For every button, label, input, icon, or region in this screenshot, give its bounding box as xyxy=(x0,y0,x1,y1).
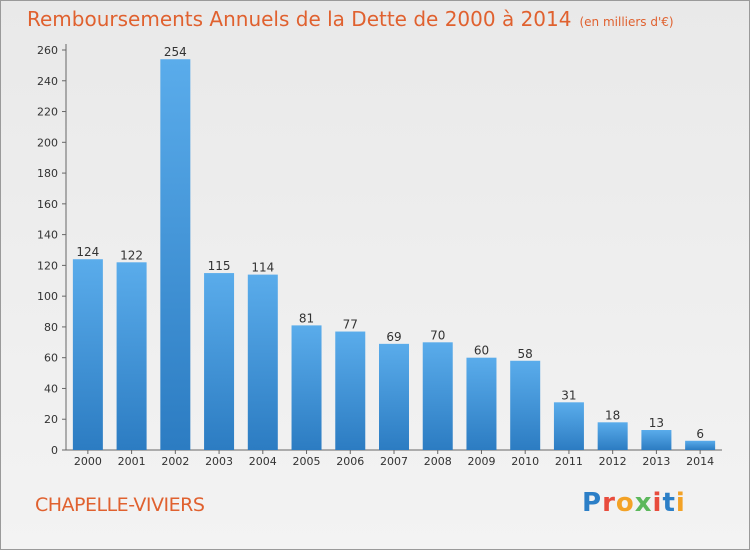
y-tick-label: 140 xyxy=(37,229,58,242)
bar-2010 xyxy=(510,360,541,450)
data-label: 254 xyxy=(164,45,187,59)
x-tick-label: 2006 xyxy=(336,455,364,468)
x-tick-label: 2011 xyxy=(555,455,583,468)
data-label: 77 xyxy=(343,318,358,332)
y-tick-label: 40 xyxy=(44,382,58,395)
x-tick-label: 2009 xyxy=(467,455,495,468)
y-tick-label: 200 xyxy=(37,136,58,149)
data-label: 18 xyxy=(605,408,620,422)
x-tick-label: 2004 xyxy=(249,455,277,468)
x-tick-label: 2014 xyxy=(686,455,714,468)
x-tick-label: 2005 xyxy=(293,455,321,468)
chart-unit: (en milliers d'€) xyxy=(579,15,674,29)
x-tick-label: 2008 xyxy=(424,455,452,468)
chart-title: Remboursements Annuels de la Dette de 20… xyxy=(27,7,674,31)
x-axis: 2000 2001 2002 2003 2004 2005 2006 2007 2008 2009… xyxy=(66,449,722,468)
bar-2005 xyxy=(291,325,322,450)
logo-letter: o xyxy=(615,488,635,518)
y-tick-label: 260 xyxy=(37,44,58,57)
data-label: 114 xyxy=(251,261,274,275)
x-tick-label: 2007 xyxy=(380,455,408,468)
y-tick-label: 160 xyxy=(37,198,58,211)
bar-2003 xyxy=(204,273,235,450)
data-label: 124 xyxy=(76,245,99,259)
y-tick-label: 80 xyxy=(44,321,58,334)
data-label: 13 xyxy=(649,416,664,430)
x-tick-label: 2012 xyxy=(599,455,627,468)
logo-letter: r xyxy=(602,488,616,518)
x-tick-label: 2000 xyxy=(74,455,102,468)
data-label: 31 xyxy=(561,388,576,402)
bar-2013 xyxy=(641,430,672,450)
data-label: 81 xyxy=(299,311,314,325)
bar-2000 xyxy=(72,259,103,450)
bar-2002 xyxy=(160,59,191,450)
data-labels: 124 122 254 115 114 81 77 69 70 60 58 31 18 13 6 xyxy=(76,45,704,441)
y-tick-label: 20 xyxy=(44,413,58,426)
data-label: 60 xyxy=(474,344,489,358)
logo-letter: i xyxy=(652,488,663,518)
location-name: CHAPELLE-VIVIERS xyxy=(35,494,205,516)
logo-letter: t xyxy=(662,488,676,518)
y-tick-label: 220 xyxy=(37,106,58,119)
y-tick-label: 60 xyxy=(44,352,58,365)
x-tick-label: 2010 xyxy=(511,455,539,468)
bar-2008 xyxy=(422,342,453,450)
bar-2007 xyxy=(379,343,409,450)
data-label: 122 xyxy=(120,248,143,262)
bar-2009 xyxy=(466,357,497,450)
y-tick-label: 100 xyxy=(37,290,58,303)
y-tick-label: 240 xyxy=(37,75,58,88)
bar-2004 xyxy=(247,274,278,450)
y-tick-label: 180 xyxy=(37,167,58,180)
x-tick-label: 2001 xyxy=(118,455,146,468)
proxiti-logo: Proxiti xyxy=(582,488,686,518)
bar-2011 xyxy=(553,402,584,450)
data-label: 58 xyxy=(518,347,533,361)
bar-2006 xyxy=(335,331,366,450)
y-axis: 0 20 40 60 80 100 120 140 160 180 200 220 240 260 xyxy=(37,44,67,457)
bar-2001 xyxy=(116,262,147,450)
bars xyxy=(72,59,716,450)
logo-letter: i xyxy=(675,488,686,518)
x-tick-label: 2013 xyxy=(642,455,670,468)
x-tick-label: 2003 xyxy=(205,455,233,468)
chart-title-text: Remboursements Annuels de la Dette de 20… xyxy=(27,7,572,31)
bar-2014 xyxy=(685,440,716,450)
data-label: 115 xyxy=(208,259,231,273)
x-tick-label: 2002 xyxy=(161,455,189,468)
data-label: 6 xyxy=(696,427,704,441)
data-label: 70 xyxy=(430,328,445,342)
data-label: 69 xyxy=(386,330,401,344)
logo-letter: x xyxy=(634,488,653,518)
y-tick-label: 120 xyxy=(37,259,58,272)
logo-letter: P xyxy=(582,488,603,518)
bar-2012 xyxy=(597,422,628,450)
y-tick-label: 0 xyxy=(51,444,58,457)
